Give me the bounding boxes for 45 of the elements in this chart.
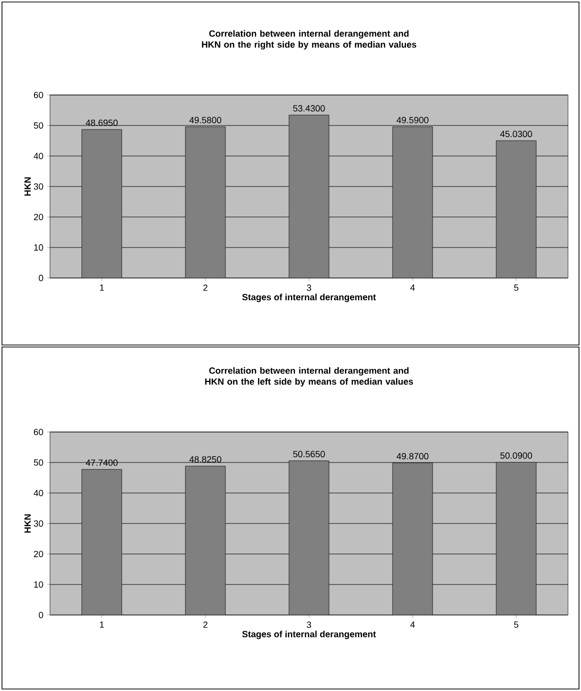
bar <box>82 129 122 278</box>
data-label: 48.8250 <box>189 456 222 463</box>
y-tick-label: 10 <box>34 581 44 588</box>
y-tick-label: 20 <box>34 550 44 558</box>
y-tick-label: 50 <box>34 122 44 129</box>
data-label: 49.8700 <box>396 453 428 460</box>
y-tick-label: 20 <box>34 214 44 220</box>
y-tick-label: 0 <box>38 612 44 618</box>
x-tick-label: 5 <box>514 622 518 628</box>
bar <box>185 126 226 278</box>
bar <box>496 140 536 278</box>
y-axis-title: HKN <box>24 514 31 533</box>
y-tick-label: 30 <box>34 520 44 527</box>
x-tick-label: 3 <box>306 622 312 628</box>
bar <box>392 126 433 278</box>
data-label: 49.5900 <box>396 116 428 124</box>
y-tick-label: 10 <box>34 244 44 251</box>
chart-title: Correlation between internal derangement and HKN on the right side by means of median values <box>202 30 416 50</box>
x-tick-label: 2 <box>203 622 208 628</box>
x-tick-label: 3 <box>306 284 312 291</box>
y-tick-label: 60 <box>34 428 44 436</box>
x-tick-label: 5 <box>514 284 518 291</box>
bar <box>288 114 330 278</box>
y-tick-label: 40 <box>34 490 44 496</box>
x-tick-label: 1 <box>100 284 104 291</box>
data-label: 49.5800 <box>189 116 222 124</box>
data-label: 47.7400 <box>86 460 118 466</box>
chart-title: Correlation between internal derangement and HKN on the left side by means of median values <box>205 367 413 386</box>
y-tick-label: 40 <box>34 152 44 160</box>
data-label: 53.4300 <box>293 105 325 112</box>
x-tick-label: 2 <box>203 284 208 291</box>
y-tick-label: 30 <box>34 183 44 190</box>
x-tick-label: 1 <box>100 622 104 628</box>
y-tick-label: 50 <box>34 459 44 466</box>
y-axis-title: HKN <box>24 177 31 196</box>
x-axis-title: Stages of internal derangement <box>242 294 376 302</box>
x-axis-title: Stages of internal derangement <box>242 630 376 640</box>
data-label: 50.0900 <box>500 452 532 459</box>
x-tick-label: 4 <box>410 622 415 628</box>
data-label: 50.5650 <box>293 450 325 458</box>
y-tick-label: 0 <box>38 274 44 282</box>
y-tick-label: 60 <box>34 92 44 98</box>
x-tick-label: 4 <box>410 284 415 291</box>
data-label: 48.6950 <box>86 120 118 126</box>
data-label: 45.0300 <box>500 130 532 138</box>
